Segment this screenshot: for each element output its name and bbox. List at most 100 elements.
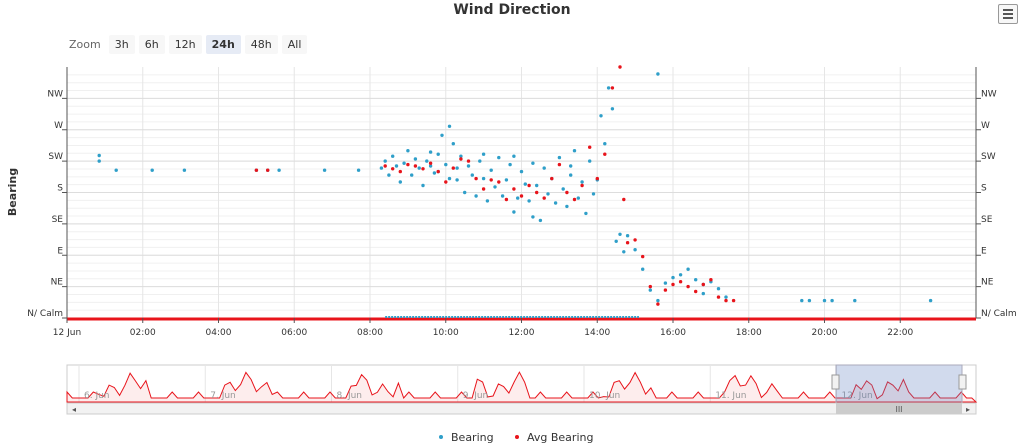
legend-bearing-label[interactable]: Bearing <box>451 431 494 444</box>
bearing-point <box>633 248 637 252</box>
avg-bearing-point <box>625 241 630 245</box>
y-tick-label-right: E <box>981 246 987 256</box>
zoom-48h-button[interactable]: 48h <box>244 35 278 54</box>
bearing-point <box>455 178 459 182</box>
bearing-point <box>716 287 721 291</box>
bearing-point <box>610 107 615 111</box>
bearing-point <box>447 176 452 181</box>
bearing-point <box>428 164 433 168</box>
plot-grid <box>66 67 976 319</box>
avg-bearing-point <box>694 289 698 294</box>
bearing-point <box>701 291 705 296</box>
y-tick-label-left: E <box>57 246 63 256</box>
navigator[interactable]: 6. Jun 7. Jun 8. Jun 9. Jun 10. Jun 11. Jun 12… <box>66 364 978 415</box>
bearing-point <box>466 164 471 168</box>
legend-avg-bearing-label[interactable]: Avg Bearing <box>527 431 593 444</box>
bearing-point <box>569 173 573 177</box>
bearing-point <box>394 164 399 168</box>
bearing-point <box>489 168 493 172</box>
x-tick-label: 04:00 <box>206 328 232 338</box>
bearing-point <box>625 234 630 238</box>
navigator-handle-left[interactable] <box>831 374 840 390</box>
bearing-point <box>266 168 270 172</box>
avg-bearing-point <box>413 164 418 168</box>
bearing-point <box>493 185 497 189</box>
bearing-point <box>516 196 520 200</box>
bearing-point <box>584 211 588 216</box>
zoom-3h-button[interactable]: 3h <box>108 35 135 54</box>
avg-bearing-point <box>724 298 728 303</box>
avg-bearing-point <box>391 167 395 171</box>
y-tick-label-right: S <box>981 184 987 194</box>
x-tick-label: 12 Jun <box>53 328 81 338</box>
x-tick-label: 20:00 <box>812 328 838 338</box>
bearing-point <box>387 173 391 177</box>
avg-bearing-point <box>595 176 599 181</box>
avg-bearing-point <box>421 167 425 171</box>
navigator-frame <box>66 364 977 404</box>
bearing-point <box>535 183 539 188</box>
hamburger-menu-icon[interactable] <box>998 4 1018 24</box>
bearing-point <box>656 72 660 76</box>
navigator-date-label: 6. Jun <box>84 391 110 401</box>
x-tick-label: 10:00 <box>433 328 459 338</box>
scroll-right-arrow-icon[interactable]: ▸ <box>966 405 970 414</box>
bearing-point <box>150 168 154 172</box>
bearing-point <box>474 194 478 198</box>
y-tick-label-left: S <box>57 184 63 194</box>
avg-bearing-point <box>550 176 554 181</box>
bearing-point <box>410 173 414 177</box>
navigator-date-labels: 6. Jun 7. Jun 8. Jun 9. Jun 10. Jun 11. Jun 12… <box>84 391 873 401</box>
y-tick-label-right: NE <box>981 278 994 288</box>
zoom-all-button[interactable]: All <box>281 35 308 54</box>
scrollbar-track[interactable] <box>66 402 977 415</box>
bearing-point <box>606 86 611 90</box>
zoom-24h-button[interactable]: 24h <box>205 35 241 54</box>
bearing-point <box>425 159 429 163</box>
bearing-point <box>614 239 618 243</box>
scrollbar-thumb[interactable] <box>836 403 962 414</box>
avg-bearing-point <box>633 238 637 242</box>
navigator-handle-right[interactable] <box>958 374 967 390</box>
navigator-window[interactable] <box>835 364 963 404</box>
scroll-left-arrow-icon[interactable]: ◂ <box>72 405 76 414</box>
x-tick-label: 22:00 <box>887 328 913 338</box>
bearing-point <box>254 168 259 172</box>
bearing-point <box>553 201 558 205</box>
navigator-date-label: 8. Jun <box>337 391 363 401</box>
bearing-point <box>622 250 626 254</box>
avg-bearing-point <box>656 302 660 306</box>
avg-bearing-point <box>451 166 455 170</box>
bearing-point <box>508 162 512 167</box>
bearing-point <box>561 187 565 191</box>
navigator-series <box>66 371 978 403</box>
zoom-6h-button[interactable]: 6h <box>138 35 165 54</box>
bearing-point <box>656 298 660 303</box>
bearing-point <box>481 176 486 181</box>
avg-bearing-point <box>398 169 402 174</box>
bearing-point <box>853 298 857 303</box>
bearing-point <box>444 162 448 167</box>
bearing-point <box>436 169 440 174</box>
zoom-12h-button[interactable]: 12h <box>168 35 202 54</box>
bearing-point <box>413 157 418 161</box>
plot-axes: N/ Calm N/ Calm NE NE E E SE SE S S SW SW W W NW NW 12 J… <box>27 67 1017 338</box>
bearing-point <box>663 281 668 285</box>
avg-bearing-point <box>716 295 721 299</box>
bearing-point <box>497 155 501 160</box>
y-tick-label-right: NW <box>981 89 997 99</box>
bearing-point <box>542 166 546 170</box>
navigator-date-label: 11. Jun <box>715 391 746 401</box>
bearing-point <box>447 124 452 128</box>
bearing-point <box>595 178 599 182</box>
bearing-point <box>580 180 584 184</box>
bearing-point <box>671 275 675 280</box>
avg-bearing-point <box>542 196 546 200</box>
y-tick-label-left: SW <box>48 152 63 162</box>
bearing-point <box>436 152 440 156</box>
bearing-point <box>455 166 459 170</box>
x-tick-label: 12:00 <box>509 328 535 338</box>
plot-area <box>67 67 976 318</box>
avg-bearing-point <box>266 168 270 172</box>
avg-bearing-point <box>565 190 569 195</box>
